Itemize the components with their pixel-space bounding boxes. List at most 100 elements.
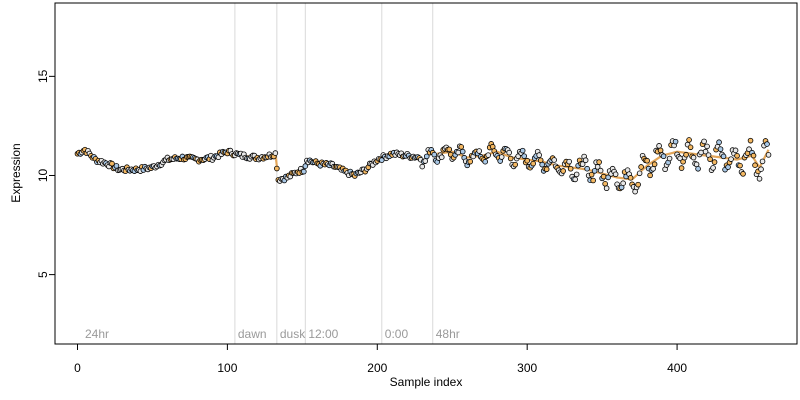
y-tick-label: 10: [36, 168, 50, 182]
data-point: [597, 167, 604, 174]
data-point: [539, 161, 545, 168]
data-point: [764, 141, 770, 147]
data-point: [507, 155, 514, 162]
data-point: [512, 161, 518, 168]
data-point: [704, 143, 710, 150]
data-point: [666, 155, 673, 162]
x-axis: 0 100 200 300 400: [74, 343, 687, 375]
data-point: [750, 152, 757, 159]
data-point: [521, 153, 527, 159]
data-point: [605, 174, 611, 181]
vertical-marker-labels: 24hr dawn dusk 12:00 0:00 48hr: [85, 327, 460, 341]
vertical-marker-label: dawn: [238, 327, 267, 341]
x-tick-label: 200: [367, 361, 387, 375]
data-point: [572, 176, 578, 183]
data-point: [506, 149, 512, 156]
data-point: [596, 159, 602, 165]
data-point: [686, 137, 692, 143]
data-point: [560, 168, 566, 174]
vertical-marker-label: 0:00: [385, 327, 409, 341]
data-point: [551, 157, 557, 163]
x-tick-label: 400: [667, 361, 687, 375]
vertical-marker-label: 48hr: [436, 327, 460, 341]
data-point: [485, 152, 492, 158]
data-point: [765, 152, 772, 158]
vertical-marker-label: 24hr: [85, 327, 109, 341]
data-point: [717, 146, 724, 152]
data-point: [759, 158, 766, 165]
data-point: [657, 147, 664, 154]
data-point: [482, 158, 489, 165]
x-tick-label: 100: [217, 361, 237, 375]
data-point: [687, 144, 694, 151]
data-point: [590, 177, 596, 184]
data-point: [498, 154, 505, 160]
data-points: [74, 137, 772, 195]
data-point: [579, 161, 586, 167]
data-point: [710, 165, 716, 171]
x-axis-title: Sample index: [390, 375, 463, 389]
data-point: [683, 151, 689, 158]
data-point: [651, 161, 658, 168]
data-point: [438, 154, 445, 161]
data-point: [582, 157, 589, 164]
data-point: [756, 176, 763, 182]
data-point: [728, 156, 734, 162]
data-point: [720, 153, 727, 160]
data-point: [458, 144, 465, 150]
y-axis: 5 10 15: [36, 69, 55, 278]
data-point: [695, 166, 701, 172]
data-point: [519, 147, 526, 154]
data-point: [588, 171, 595, 178]
data-point: [620, 180, 626, 186]
data-point: [459, 148, 466, 155]
data-point: [422, 158, 429, 164]
data-point: [476, 148, 483, 154]
data-point: [734, 152, 740, 159]
data-point: [272, 150, 279, 156]
data-point: [732, 147, 739, 154]
data-point: [672, 138, 679, 145]
data-point: [752, 162, 758, 169]
data-point: [647, 172, 653, 179]
data-point: [627, 175, 634, 181]
data-point: [536, 152, 542, 158]
data-point: [301, 168, 307, 175]
data-point: [584, 165, 590, 172]
x-tick-label: 300: [517, 361, 537, 375]
data-point: [650, 165, 656, 172]
data-point: [660, 153, 667, 160]
data-point: [711, 159, 718, 165]
data-point: [591, 168, 598, 174]
vertical-marker-label: dusk: [280, 327, 306, 341]
data-point: [656, 143, 662, 149]
data-point: [612, 171, 619, 178]
data-point: [725, 164, 731, 170]
data-point: [431, 151, 438, 158]
data-point: [758, 166, 764, 172]
data-point: [419, 163, 426, 170]
x-tick-label: 0: [74, 361, 81, 375]
y-axis-title: Expression: [9, 143, 23, 202]
data-point: [603, 185, 610, 192]
data-point: [678, 165, 685, 171]
data-point: [423, 153, 430, 160]
data-point: [635, 181, 641, 188]
data-point: [524, 157, 530, 164]
vertical-marker-label: 12:00: [308, 327, 338, 341]
data-point: [566, 158, 572, 165]
data-point: [109, 160, 115, 167]
data-point: [446, 146, 453, 153]
data-point: [543, 166, 550, 173]
data-point: [467, 158, 474, 165]
y-tick-label: 5: [36, 271, 50, 278]
data-point: [302, 163, 309, 169]
data-point: [702, 148, 709, 155]
data-point: [747, 137, 754, 144]
data-point: [701, 138, 707, 145]
data-point: [274, 165, 280, 172]
data-point: [644, 157, 650, 164]
data-point: [573, 171, 580, 178]
